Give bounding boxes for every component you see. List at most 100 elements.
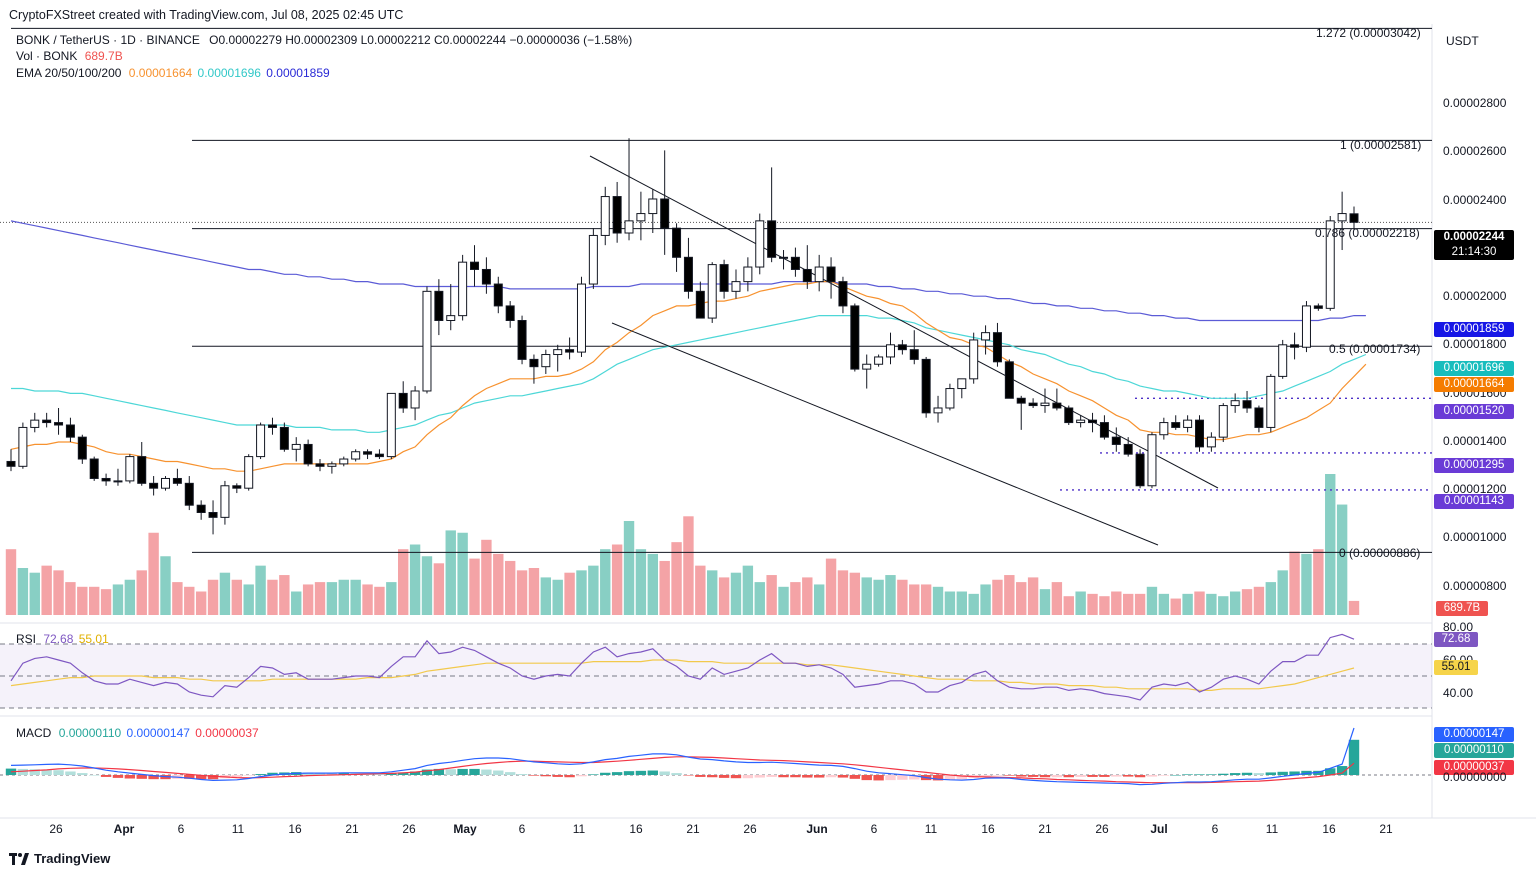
volume-bar [291, 591, 302, 615]
volume-bar [980, 584, 991, 615]
rsi-label[interactable]: RSI [16, 632, 37, 646]
volume-bar [172, 582, 183, 615]
candle-body [624, 220, 634, 234]
volume-bar [754, 582, 765, 615]
volume-bar [802, 577, 813, 615]
rsi-tick: 40.00 [1443, 686, 1474, 700]
macd-histogram-bar [207, 775, 219, 780]
volume-bar [1241, 589, 1253, 615]
price-tick: 0.00002400 [1443, 193, 1507, 207]
time-axis-label: 6 [870, 822, 878, 836]
candle-body [505, 305, 515, 321]
currency-label[interactable]: USDT [1446, 34, 1479, 48]
macd-histogram-bar [1218, 773, 1229, 775]
price-tick: 0.00002000 [1443, 289, 1507, 303]
volume-bar [279, 575, 290, 615]
candle-body [339, 458, 349, 465]
candle-body [458, 261, 468, 317]
footer-brand: TradingView [34, 851, 111, 866]
candle-body [1135, 453, 1145, 487]
candle-body [1040, 402, 1050, 407]
macd-histogram-bar [778, 775, 789, 778]
volume-bar [992, 579, 1003, 615]
symbol-title[interactable]: BONK / TetherUS · 1D · BINANCE [16, 33, 200, 47]
candle-body [470, 261, 480, 270]
candle-body [54, 422, 64, 426]
price-tick: 0.00001400 [1443, 434, 1507, 448]
time-axis-label: 21 [1379, 822, 1393, 836]
volume-bar [1063, 596, 1074, 615]
candle-body [1004, 361, 1014, 399]
candle-body [1028, 402, 1038, 407]
macd-histogram-bar [445, 769, 456, 775]
macd-histogram-bar [1063, 775, 1074, 778]
ema50-price-label: 0.00001696 [1434, 361, 1514, 376]
macd-histogram-bar [41, 769, 52, 775]
volume-label[interactable]: Vol · BONK [16, 49, 78, 63]
volume-bar [611, 544, 623, 615]
candle-body [909, 349, 919, 360]
macd-histogram-bar [421, 769, 433, 775]
volume-bar [1039, 589, 1051, 615]
volume-price-label: 689.7B [1436, 601, 1488, 616]
volume-bar [1016, 582, 1027, 615]
time-axis-label: 16 [288, 822, 302, 836]
macd-histogram-bar [600, 772, 611, 775]
macd-histogram-bar [65, 771, 76, 775]
tradingview-logo[interactable]: TradingView [9, 851, 110, 866]
macd-histogram-bar [1016, 775, 1027, 777]
candle-body [897, 344, 907, 351]
macd-histogram-bar [992, 775, 1003, 776]
candle-body [636, 213, 646, 222]
volume-bar [1134, 593, 1146, 615]
price-tick: 0.00002600 [1443, 144, 1507, 158]
macd-histogram-bar [504, 772, 516, 775]
volume-bar [433, 563, 445, 615]
macd-histogram-bar [1099, 775, 1110, 777]
macd-histogram-bar [730, 775, 742, 779]
macd-histogram-bar [956, 775, 967, 780]
tradingview-logo-icon [9, 852, 29, 865]
candle-body [826, 266, 836, 283]
candle-body [767, 220, 777, 258]
volume-bar [683, 516, 694, 615]
volume-bar [528, 568, 540, 615]
macd-histogram-bar [909, 775, 920, 780]
macd-histogram-bar [718, 775, 730, 778]
candle-body [446, 315, 456, 321]
time-axis-label: 6 [1211, 822, 1219, 836]
macd-histogram-bar [338, 773, 349, 775]
macd-line-legend: 0.00000147 [126, 726, 190, 740]
price-tick: 0.00000800 [1443, 579, 1507, 593]
candle-body [1064, 407, 1074, 424]
ema50-line [11, 315, 1367, 433]
channel-upper-line [589, 155, 1219, 489]
candle-body [541, 354, 551, 368]
candle-body [220, 485, 230, 518]
candle-body [1099, 422, 1109, 438]
candle-body [101, 477, 111, 482]
rsi-ma-line [10, 659, 1355, 692]
macd-histogram-bar [897, 775, 908, 780]
macd-label[interactable]: MACD [16, 726, 52, 740]
ema-label[interactable]: EMA 20/50/100/200 [16, 66, 122, 80]
candle-body [1313, 305, 1323, 309]
candle-body [481, 268, 491, 285]
time-axis-label: 21 [1038, 822, 1052, 836]
macd-histogram-bar [469, 768, 480, 775]
macd-histogram-bar [1182, 774, 1193, 775]
time-axis-label: Jun [806, 822, 828, 836]
macd-histogram-bar [88, 775, 100, 776]
macd-histogram-bar [314, 772, 326, 775]
volume-bar [148, 532, 159, 615]
volume-bar [374, 586, 385, 615]
macd-histogram-bar [302, 772, 314, 775]
macd-histogram-bar [588, 774, 599, 775]
volume-bar [944, 591, 956, 615]
macd-signal-line [10, 756, 1355, 784]
macd-histogram-bar [100, 775, 112, 777]
ema200-value: 0.00001859 [266, 66, 330, 80]
macd-histogram-bar [802, 775, 813, 778]
volume-bar [350, 579, 361, 615]
